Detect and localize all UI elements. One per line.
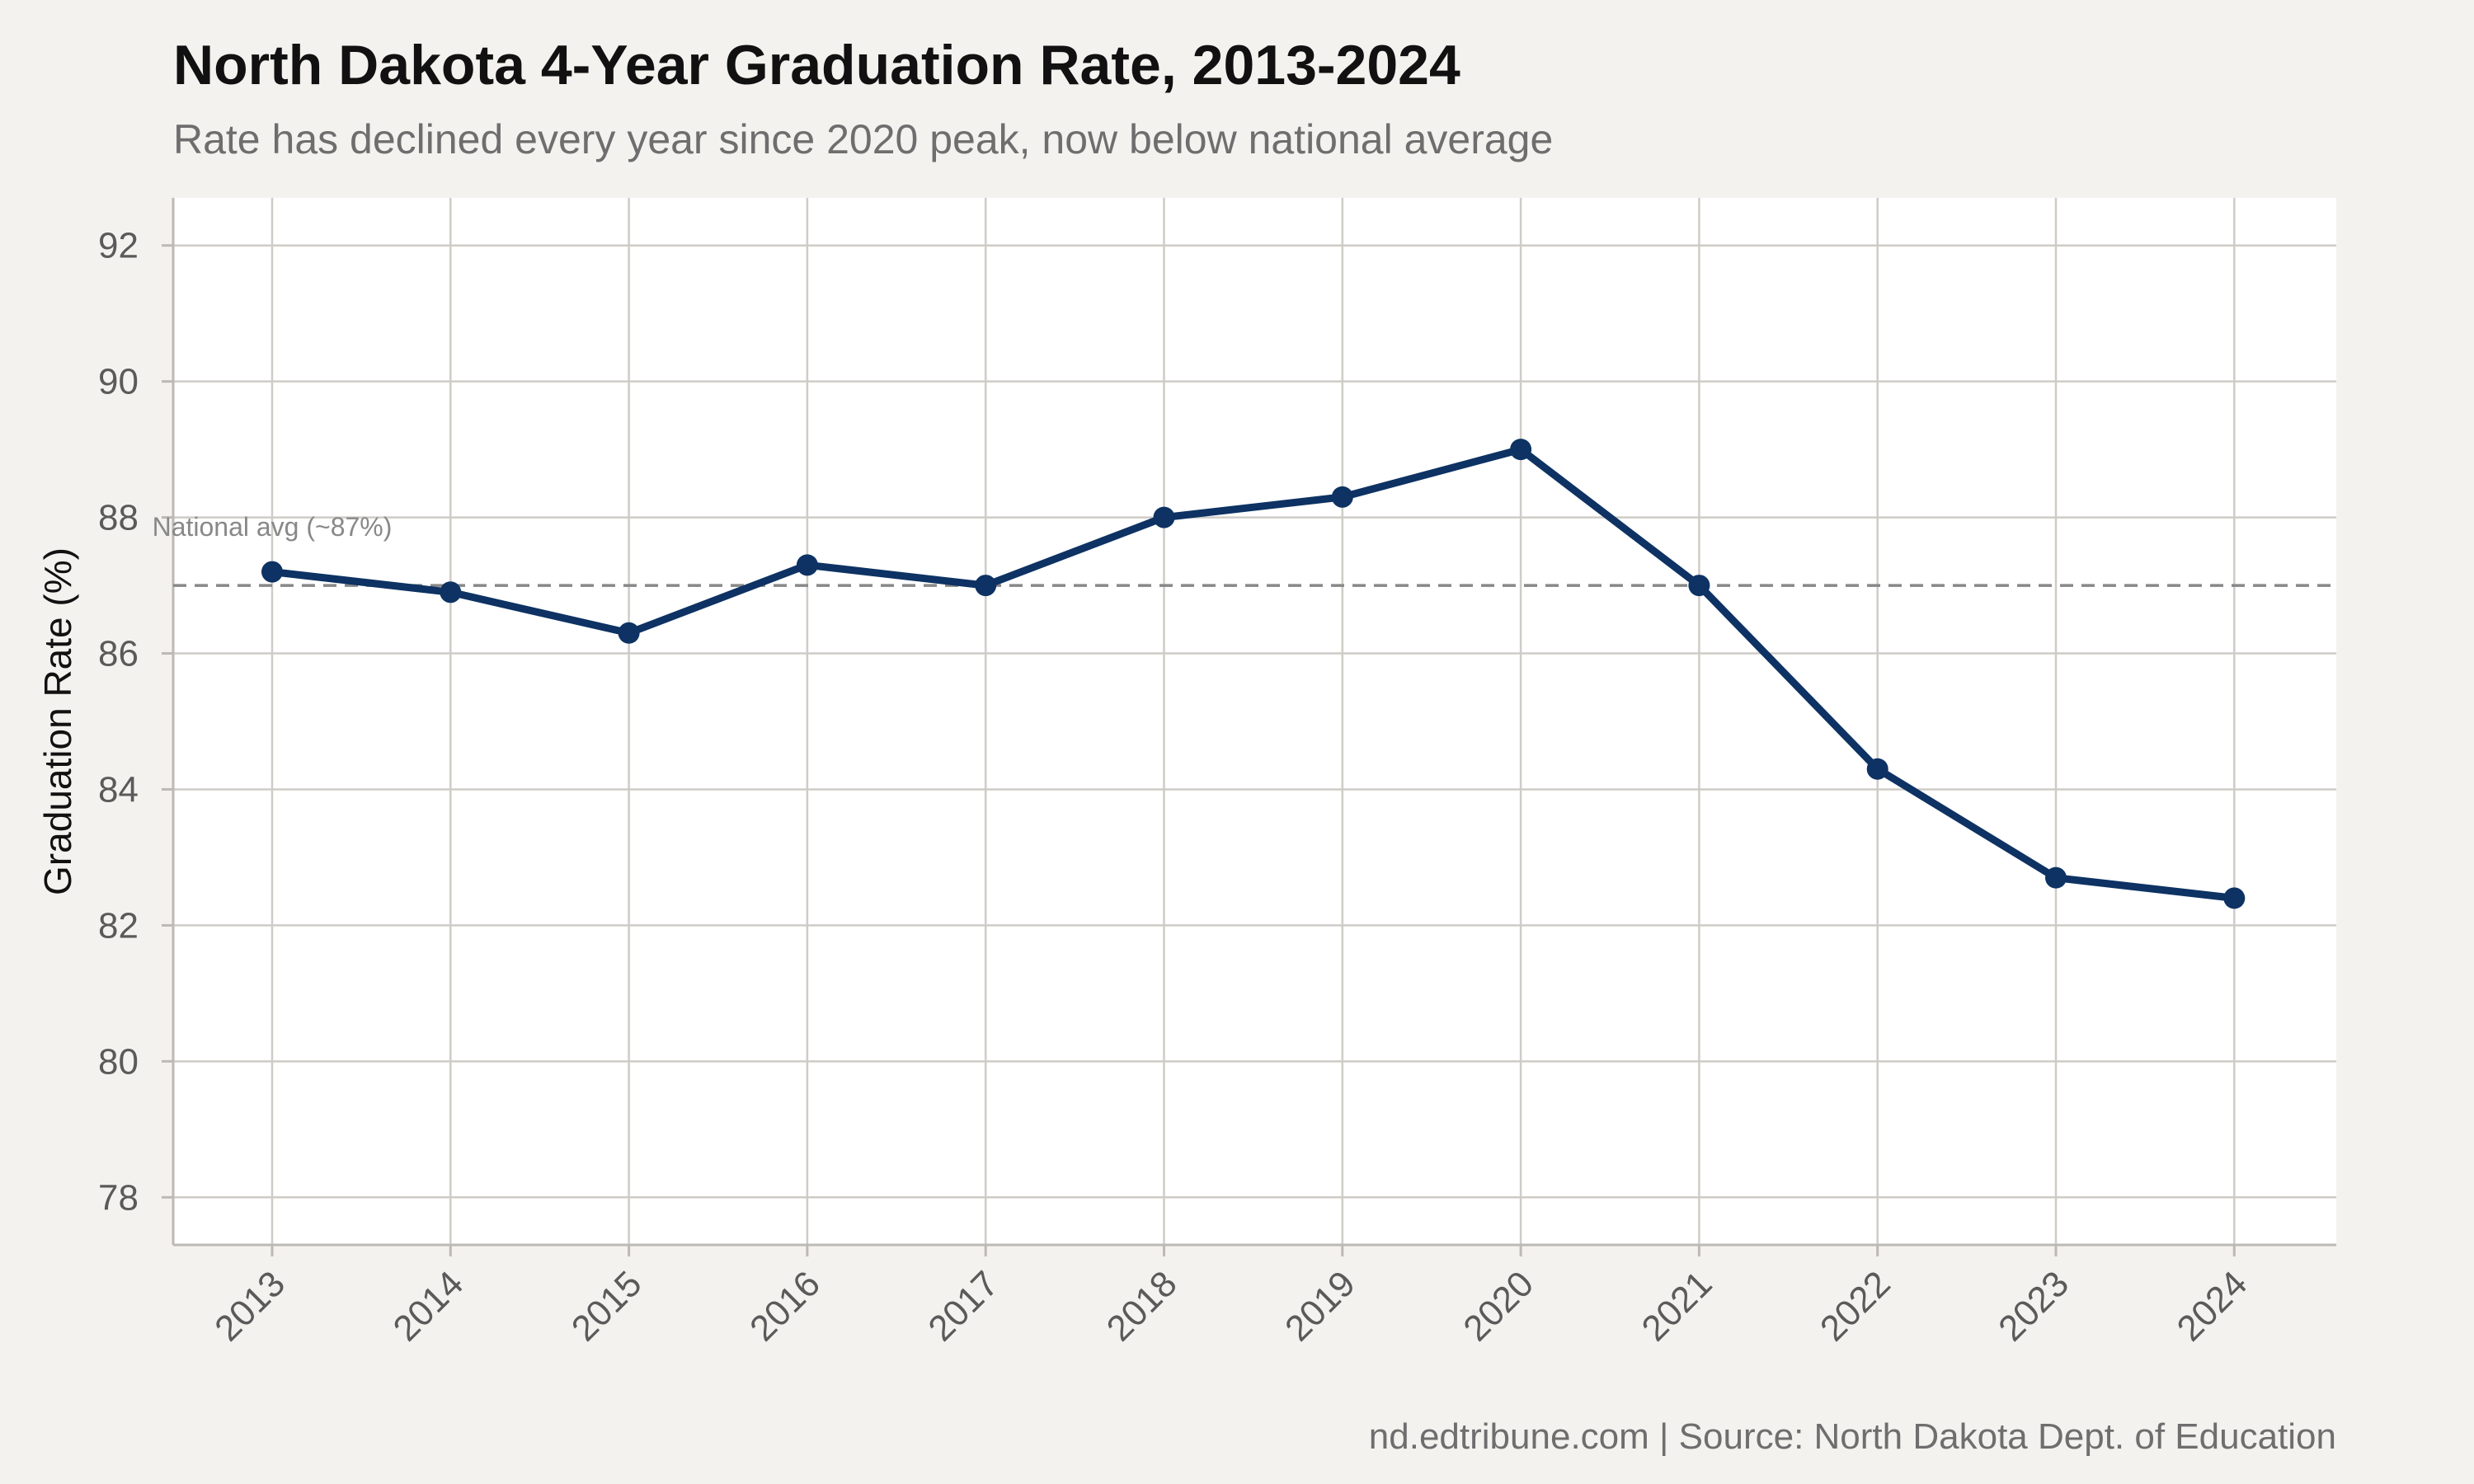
axes	[162, 198, 2336, 1256]
data-point-2017	[975, 575, 997, 597]
y-tick-label: 80	[98, 1041, 139, 1082]
chart-title: North Dakota 4-Year Graduation Rate, 201…	[173, 34, 1460, 96]
y-tick-label: 84	[98, 769, 139, 810]
x-tick-label-2024: 2024	[2170, 1263, 2255, 1349]
x-tick-label-2015: 2015	[564, 1263, 650, 1349]
x-tick-labels: 2013 2014 2015 2016 2017 2018 2019 2020 2021 2022…	[207, 1263, 2255, 1349]
grid-lines	[173, 198, 2336, 1245]
x-tick-label-2017: 2017	[920, 1263, 1006, 1349]
y-tick-label: 88	[98, 498, 139, 538]
graduation-rate-line	[268, 445, 2238, 902]
data-point-2021	[1688, 575, 1710, 597]
x-tick-label-2016: 2016	[742, 1263, 828, 1349]
y-tick-label: 82	[98, 905, 139, 946]
x-tick-label-2020: 2020	[1456, 1263, 1541, 1349]
y-tick-label: 86	[98, 634, 139, 674]
x-tick-label-2018: 2018	[1099, 1263, 1185, 1349]
x-tick-label-2021: 2021	[1634, 1263, 1720, 1349]
y-tick-labels: 78 80 82 84 86 88 90 92	[98, 226, 139, 1219]
chart-subtitle: Rate has declined every year since 2020 …	[173, 116, 1554, 162]
x-tick-label-2019: 2019	[1277, 1263, 1363, 1349]
series-group	[261, 439, 2246, 909]
y-tick-label: 90	[98, 362, 139, 402]
x-tick-label-2014: 2014	[386, 1263, 472, 1349]
x-tick-label-2013: 2013	[207, 1263, 293, 1349]
data-point-2013	[261, 561, 283, 583]
data-point-2020	[1510, 439, 1532, 461]
y-axis-label: Graduation Rate (%)	[36, 547, 79, 895]
data-point-2019	[1331, 486, 1353, 508]
national-average-label: National avg (~87%)	[153, 512, 393, 542]
data-point-2016	[796, 554, 818, 576]
reference-line-group: National avg (~87%)	[153, 512, 2336, 587]
data-point-2024	[2223, 887, 2246, 909]
x-tick-label-2023: 2023	[1991, 1263, 2077, 1349]
data-point-2018	[1153, 506, 1175, 528]
y-tick-label: 92	[98, 226, 139, 266]
data-point-2014	[440, 581, 462, 603]
chart-caption: nd.edtribune.com | Source: North Dakota …	[1368, 1416, 2336, 1457]
x-tick-label-2022: 2022	[1813, 1263, 1898, 1349]
y-tick-label: 78	[98, 1177, 139, 1218]
plot-panel	[173, 198, 2336, 1245]
data-point-2022	[1866, 758, 1888, 780]
data-point-2015	[618, 622, 640, 644]
data-point-2023	[2045, 866, 2067, 889]
